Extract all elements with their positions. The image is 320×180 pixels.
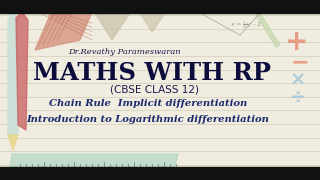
Text: x = $\frac{1}{2}$y - 2: x = $\frac{1}{2}$y - 2	[230, 19, 262, 31]
Bar	[0, 0, 320, 13]
Polygon shape	[10, 154, 178, 167]
Polygon shape	[140, 13, 165, 32]
Text: (CBSE CLASS 12): (CBSE CLASS 12)	[110, 84, 199, 94]
Polygon shape	[95, 13, 130, 40]
Polygon shape	[16, 12, 28, 130]
Polygon shape	[255, 13, 280, 47]
Text: ÷: ÷	[290, 87, 306, 107]
Polygon shape	[8, 135, 18, 150]
Text: −: −	[291, 52, 309, 72]
Text: Introduction to Logarithmic differentiation: Introduction to Logarithmic differentiat…	[27, 114, 269, 123]
Polygon shape	[8, 10, 18, 135]
Text: +: +	[285, 28, 309, 56]
Text: MATHS WITH RP: MATHS WITH RP	[33, 61, 271, 85]
Bar	[0, 167, 320, 180]
Polygon shape	[35, 5, 95, 50]
Text: Dr.Revathy Parameswaran: Dr.Revathy Parameswaran	[68, 48, 180, 56]
Text: Chain Rule  Implicit differentiation: Chain Rule Implicit differentiation	[49, 100, 247, 109]
Text: ×: ×	[290, 71, 306, 89]
